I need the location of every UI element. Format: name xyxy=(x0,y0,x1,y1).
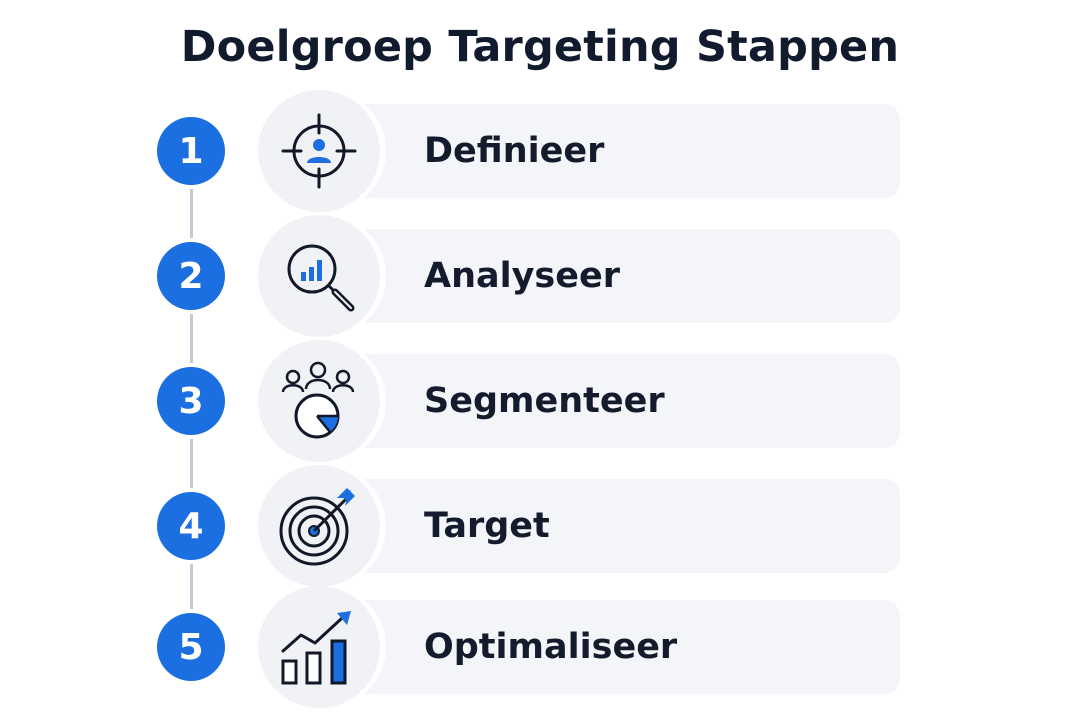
step-1: 1 Definieer xyxy=(0,88,1080,214)
step-card xyxy=(300,104,900,198)
step-card xyxy=(300,479,900,573)
step-icon-circle xyxy=(258,586,380,708)
growth-chart-icon xyxy=(281,611,351,685)
step-5: 5 Optimaliseer xyxy=(0,584,1080,710)
bullseye-arrow-icon xyxy=(279,488,355,566)
step-2: 2 Analyseer xyxy=(0,213,1080,339)
crosshair-person-icon xyxy=(281,113,357,189)
step-number-badge: 2 xyxy=(157,242,225,310)
step-number-badge: 4 xyxy=(157,492,225,560)
step-icon-circle xyxy=(258,465,380,587)
step-label: Analyseer xyxy=(424,256,621,296)
step-icon-circle xyxy=(258,215,380,337)
step-icon-circle xyxy=(258,90,380,212)
step-card xyxy=(300,229,900,323)
step-number-badge: 5 xyxy=(157,613,225,681)
step-card xyxy=(300,354,900,448)
step-card xyxy=(300,600,900,694)
step-4: 4 Target xyxy=(0,463,1080,589)
magnifier-chart-icon xyxy=(287,244,355,312)
step-number-badge: 3 xyxy=(157,367,225,435)
people-pie-icon xyxy=(281,361,355,439)
step-label: Definieer xyxy=(424,131,605,171)
step-label: Optimaliseer xyxy=(424,627,678,667)
step-number-badge: 1 xyxy=(157,117,225,185)
step-icon-circle xyxy=(258,340,380,462)
diagram-title: Doelgroep Targeting Stappen xyxy=(180,22,900,72)
step-label: Segmenteer xyxy=(424,381,665,421)
step-3: 3 Segmenteer xyxy=(0,338,1080,464)
step-label: Target xyxy=(424,506,550,546)
